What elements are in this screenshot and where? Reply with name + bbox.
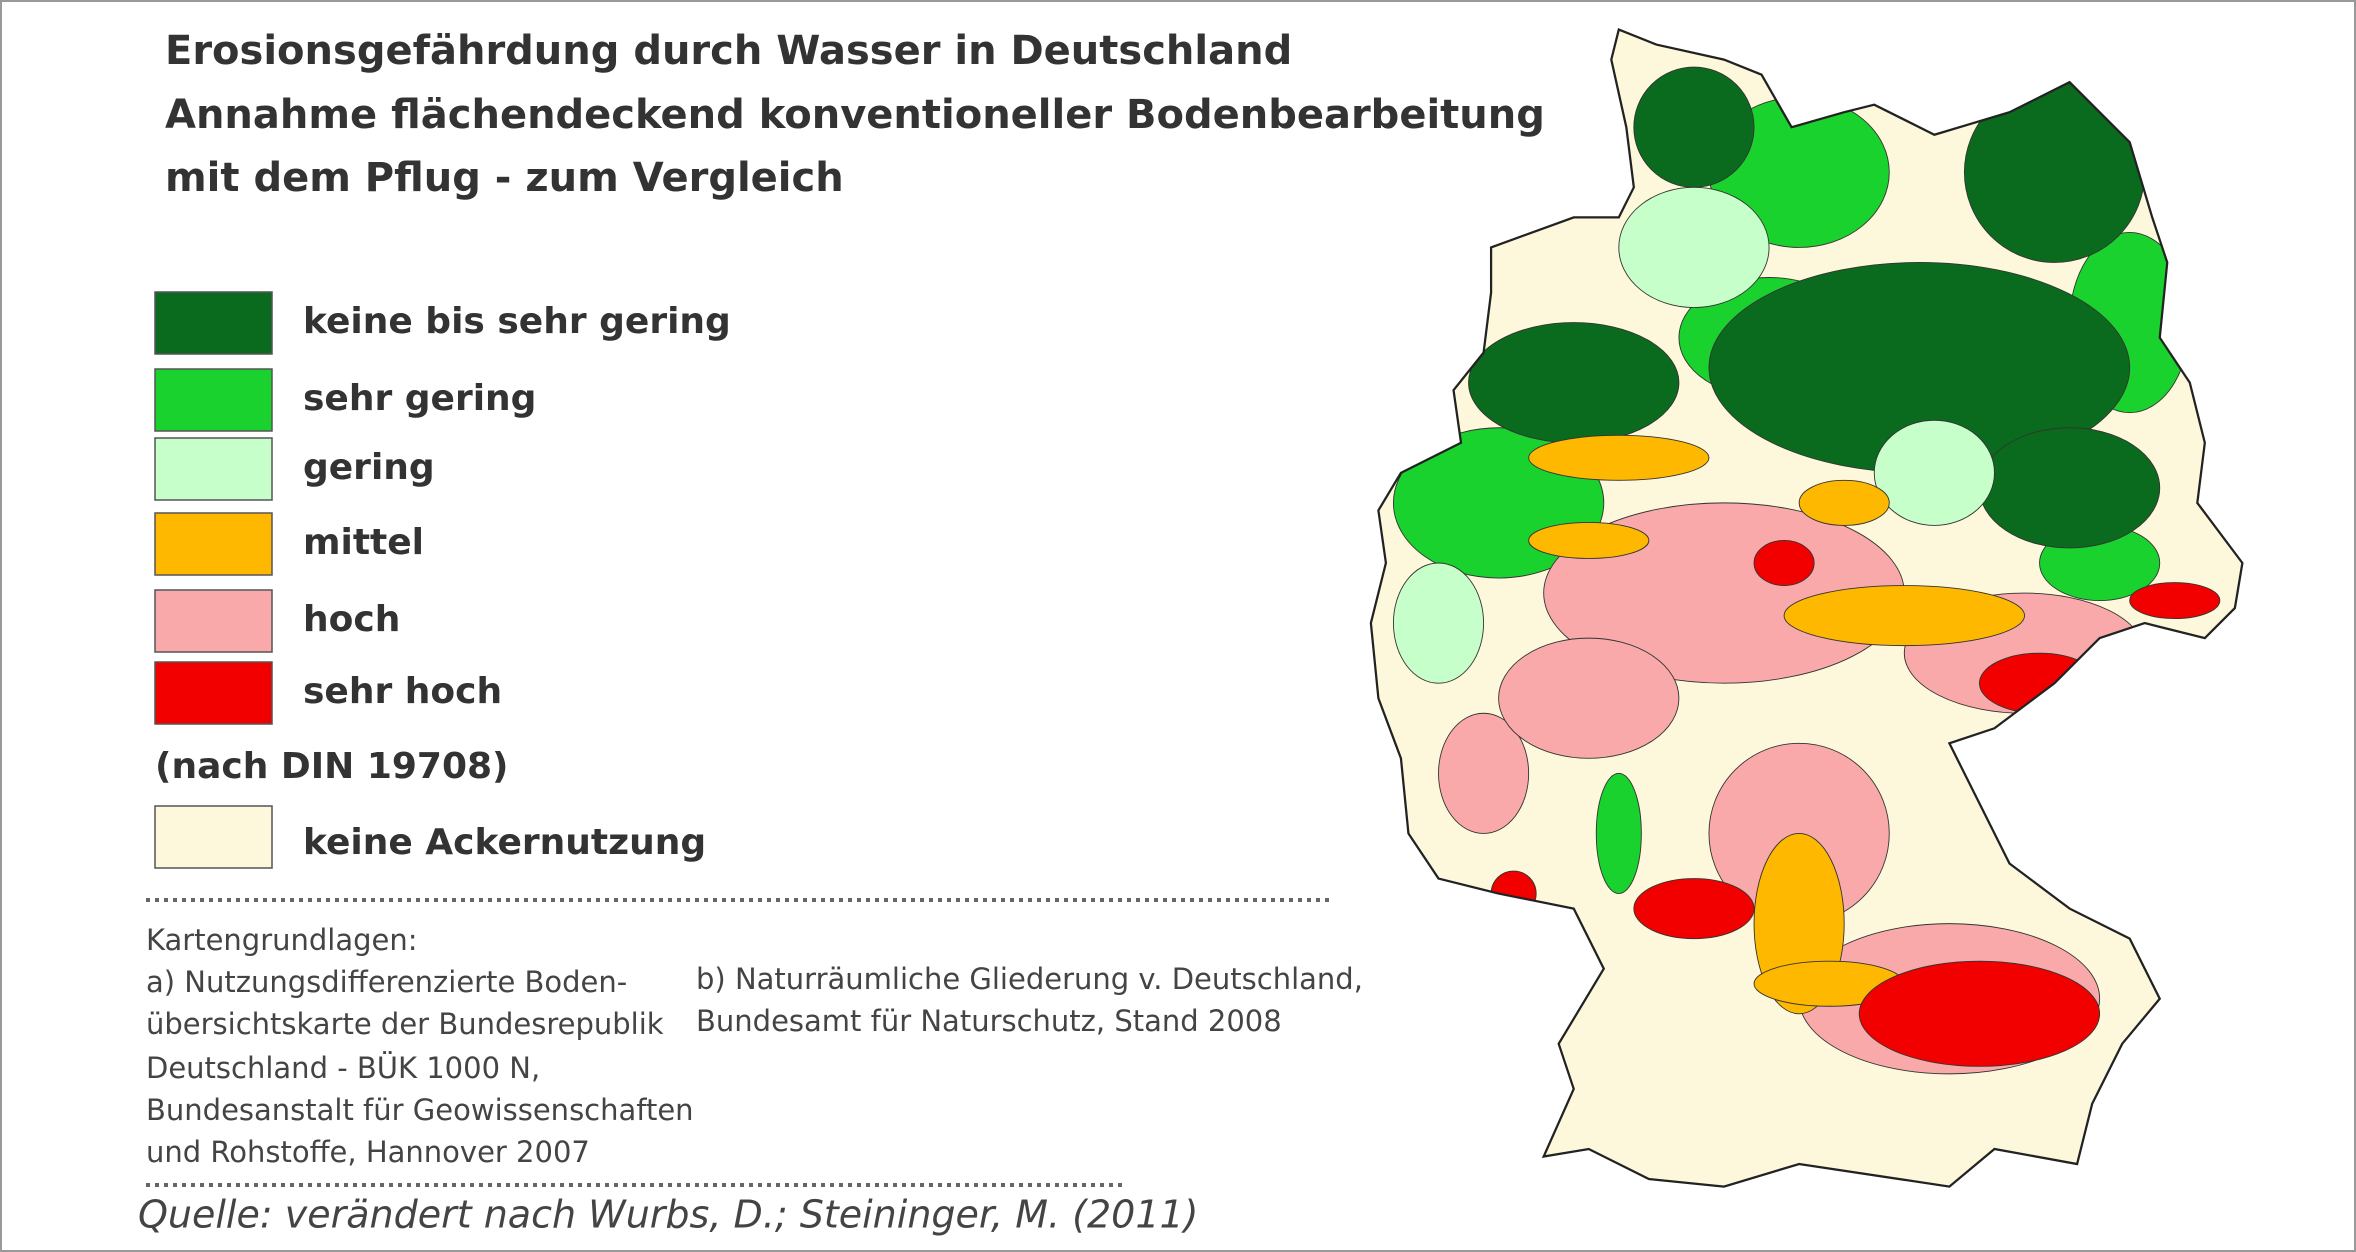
map-region xyxy=(1783,585,2025,647)
legend-label: keine Ackernutzung xyxy=(303,822,706,863)
title-line: Annahme flächendeckend konventioneller B… xyxy=(165,92,1545,138)
map-region xyxy=(1468,322,1680,444)
map-region xyxy=(1392,562,1485,684)
legend-swatch xyxy=(154,437,273,501)
legend-swatch xyxy=(154,589,273,653)
source-line: Bundesanstalt für Geowissenschaften xyxy=(146,1093,694,1127)
map-region xyxy=(1528,434,1710,481)
legend-label: sehr gering xyxy=(303,378,536,419)
map-region xyxy=(1633,66,1755,188)
map-region xyxy=(1528,521,1650,559)
map xyxy=(1369,28,2244,1188)
legend-label: sehr hoch xyxy=(303,671,502,712)
map-region xyxy=(1753,539,1815,586)
map-region xyxy=(1858,960,2101,1067)
map-region xyxy=(1798,479,1890,526)
map-region xyxy=(1633,878,1755,940)
map-region xyxy=(1438,712,1530,834)
map-region xyxy=(1873,419,1995,526)
source-line: und Rohstoffe, Hannover 2007 xyxy=(146,1135,590,1169)
map-region xyxy=(1618,186,1770,308)
source-line: b) Naturräumliche Gliederung v. Deutschl… xyxy=(696,962,1363,996)
legend-note: (nach DIN 19708) xyxy=(155,746,509,787)
map-region xyxy=(1595,772,1642,895)
source-credit: Quelle: verändert nach Wurbs, D.; Steini… xyxy=(138,1193,1199,1237)
source-line: Deutschland - BÜK 1000 N, xyxy=(146,1051,540,1085)
map-regions xyxy=(1392,66,2221,1075)
source-line: übersichtskarte der Bundesrepublik xyxy=(146,1007,664,1041)
title-line: Erosionsgefährdung durch Wasser in Deuts… xyxy=(165,28,1292,74)
legend-swatch xyxy=(154,291,273,355)
title-line: mit dem Pflug - zum Vergleich xyxy=(165,155,844,201)
legend-swatch xyxy=(154,368,273,432)
legend: keine bis sehr gering sehr gering gering mi… xyxy=(154,291,731,869)
legend-label: keine bis sehr gering xyxy=(303,301,731,342)
source-line: Bundesamt für Naturschutz, Stand 2008 xyxy=(696,1004,1282,1038)
source-line: a) Nutzungsdifferenzierte Boden- xyxy=(146,965,627,999)
map-region xyxy=(2129,582,2221,620)
legend-label: mittel xyxy=(303,522,424,563)
source-heading: Kartengrundlagen: xyxy=(146,923,418,957)
legend-swatch xyxy=(154,805,273,869)
legend-swatch xyxy=(154,661,273,725)
map-region xyxy=(1498,637,1680,759)
legend-label: gering xyxy=(303,447,435,488)
legend-label: hoch xyxy=(303,599,400,640)
map-region xyxy=(1978,427,2161,549)
legend-swatch xyxy=(154,512,273,576)
